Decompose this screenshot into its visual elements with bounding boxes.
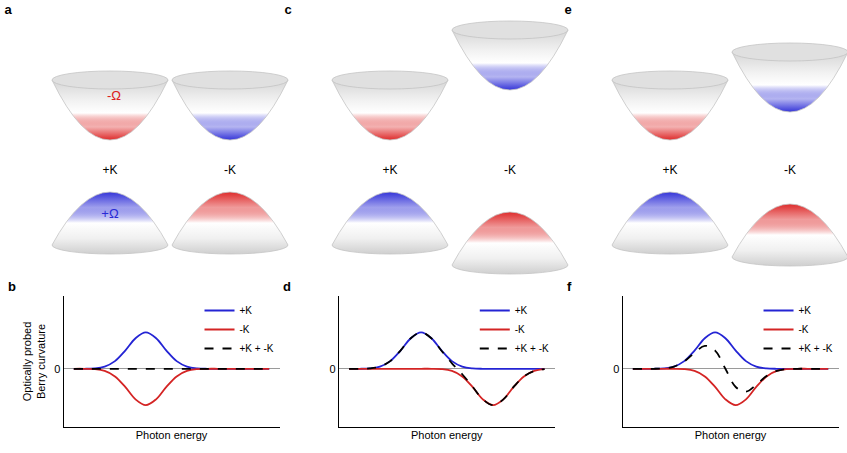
svg-text:0: 0 (329, 363, 335, 375)
svg-text:Photon energy: Photon energy (695, 429, 767, 441)
svg-text:+K: +K (515, 305, 528, 316)
svg-text:-K: -K (784, 163, 796, 177)
svg-text:f: f (567, 280, 572, 294)
svg-text:-K: -K (515, 324, 525, 335)
svg-text:c: c (284, 2, 291, 17)
svg-text:b: b (8, 280, 16, 294)
svg-text:0: 0 (613, 363, 619, 375)
svg-text:+K: +K (240, 305, 253, 316)
svg-text:Optically probedBerry curvatur: Optically probedBerry curvature (21, 322, 47, 402)
svg-text:Photon energy: Photon energy (136, 429, 208, 441)
svg-text:+K: +K (662, 163, 677, 177)
svg-text:-Ω: -Ω (107, 88, 121, 103)
svg-text:+Ω: +Ω (101, 206, 119, 221)
svg-text:-K: -K (240, 324, 250, 335)
svg-text:+K + -K: +K + -K (515, 343, 549, 354)
svg-text:Photon energy: Photon energy (411, 429, 483, 441)
svg-text:0: 0 (54, 363, 60, 375)
svg-text:d: d (283, 280, 291, 294)
svg-text:a: a (4, 2, 12, 17)
svg-text:-K: -K (504, 163, 516, 177)
svg-text:+K: +K (382, 163, 397, 177)
svg-text:+K: +K (102, 163, 117, 177)
svg-text:+K + -K: +K + -K (240, 343, 274, 354)
svg-text:-K: -K (224, 163, 236, 177)
svg-text:e: e (564, 2, 571, 17)
svg-text:-K: -K (799, 324, 809, 335)
svg-text:+K + -K: +K + -K (799, 343, 833, 354)
svg-text:+K: +K (799, 305, 812, 316)
